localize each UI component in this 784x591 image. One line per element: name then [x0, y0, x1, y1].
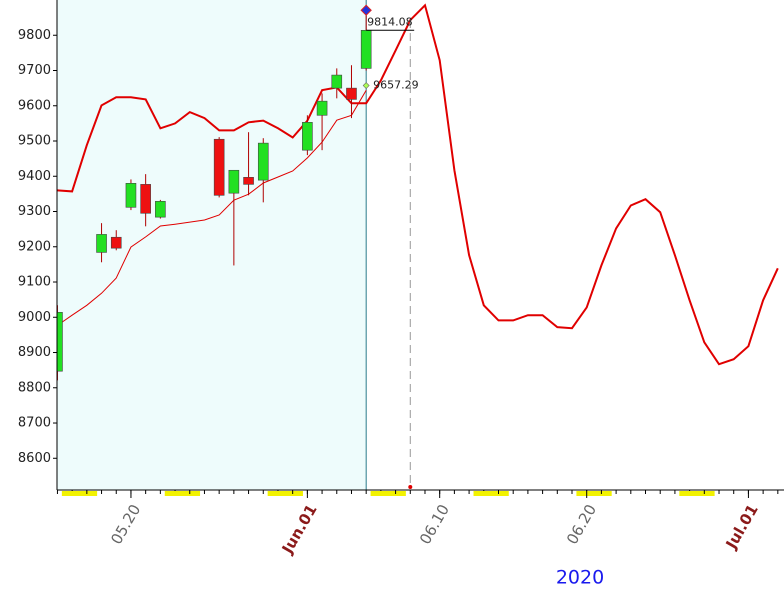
y-tick-label: 9500: [18, 134, 51, 149]
candle-body: [360, 29, 372, 69]
y-tick-label: 9200: [18, 239, 51, 254]
candle-body: [110, 236, 122, 249]
weekend-mark: [576, 491, 612, 496]
year-label: 2020: [556, 567, 604, 589]
weekend-mark: [473, 491, 509, 496]
y-tick-label: 8600: [18, 451, 51, 466]
y-tick-label: 8700: [18, 416, 51, 431]
candle-body: [331, 74, 343, 89]
annotation-label: 9657.29: [373, 79, 419, 92]
y-tick-label: 8900: [18, 345, 51, 360]
candle-body: [228, 169, 240, 194]
high-marker: [360, 4, 372, 16]
candle-body: [125, 183, 137, 208]
annotation-marker: [362, 82, 370, 89]
y-tick-label: 9300: [18, 204, 51, 219]
weekend-mark: [164, 491, 201, 496]
candle-body: [316, 100, 328, 116]
y-tick-label: 9100: [18, 275, 51, 290]
weekend-mark: [61, 491, 98, 496]
annotation-label: 9814.08: [367, 15, 413, 28]
shaded-layer: [57, 0, 367, 490]
weekend-mark: [679, 491, 715, 496]
y-tick-label: 9700: [18, 63, 51, 78]
candle-body: [302, 122, 313, 151]
y-tick-label: 9000: [18, 310, 51, 325]
overlay-line: [57, 3, 779, 366]
weekend-mark: [370, 491, 406, 496]
candle-body: [140, 184, 151, 214]
candle-body: [243, 177, 254, 185]
candle-body: [96, 234, 107, 253]
y-tick-label: 9400: [18, 169, 51, 184]
candle-body: [213, 138, 225, 196]
y-tick-label: 9600: [18, 98, 51, 113]
weekend-mark: [267, 491, 303, 496]
cursor-dot: [408, 485, 413, 489]
y-tick-label: 9800: [18, 28, 51, 43]
candle-body: [346, 87, 357, 100]
overlay-line: [57, 89, 367, 326]
candle-body: [257, 142, 269, 181]
history-shade: [57, 0, 367, 490]
y-tick-label: 8800: [18, 380, 51, 395]
candle-body: [155, 200, 166, 218]
